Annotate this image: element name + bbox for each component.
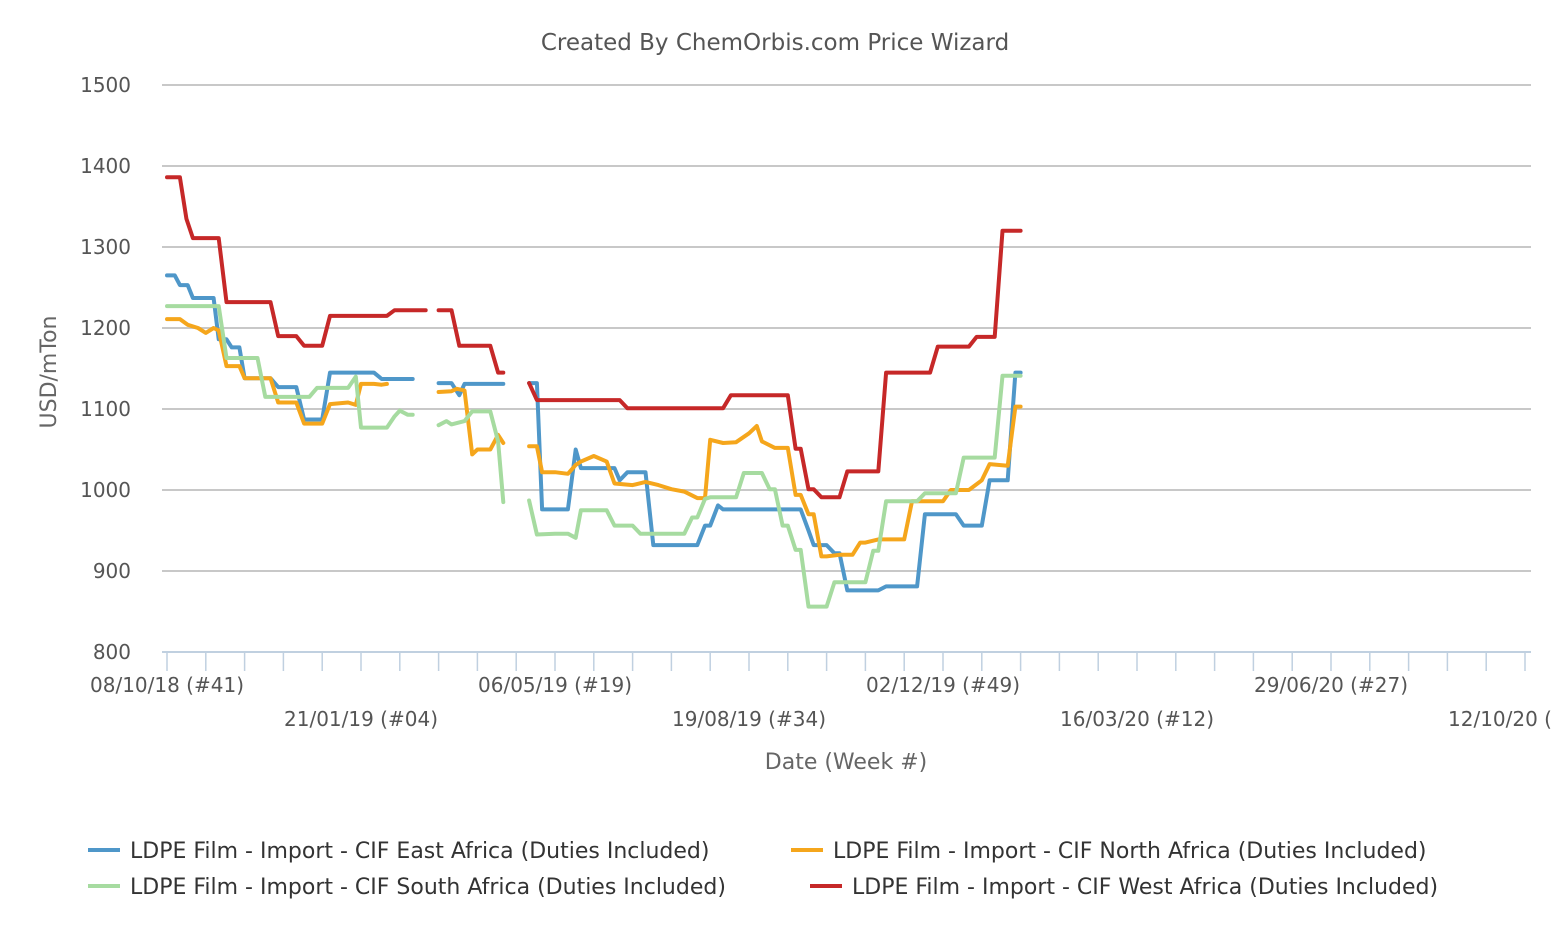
y-tick-label: 1400 [80,154,131,178]
series-line [527,373,1023,609]
legend-label: LDPE Film - Import - CIF West Africa (Du… [852,875,1438,900]
series-line [165,175,428,348]
series-lines [165,175,1023,609]
legend-label: LDPE Film - Import - CIF North Africa (D… [833,839,1427,864]
y-tick-label: 1500 [80,73,131,97]
y-tick-label: 1100 [80,397,131,421]
x-tick-label: 12/10/20 (#41) [1448,707,1552,731]
y-tick-label: 1200 [80,316,131,340]
y-tick-label: 1300 [80,235,131,259]
x-axis: 08/10/18 (#41) 21/01/19 (#04) 06/05/19 (#1… [90,652,1552,731]
legend-label: LDPE Film - Import - CIF South Africa (D… [130,875,726,900]
x-axis-title: Date (Week #) [765,750,927,775]
series-line [436,409,506,505]
y-tick-label: 1000 [80,478,131,502]
series-2 [165,317,1023,559]
series-line [165,304,415,430]
series-line [165,273,415,422]
x-tick-label: 21/01/19 (#04) [284,707,438,731]
x-tick-label: 06/05/19 (#19) [478,673,632,697]
y-tick-label: 900 [93,559,131,583]
legend-item[interactable]: LDPE Film - Import - CIF South Africa (D… [88,875,726,900]
x-tick-label: 16/03/20 (#12) [1060,707,1214,731]
series-4 [165,175,1023,500]
y-axis-title: USD/mTon [37,316,62,429]
legend-item[interactable]: LDPE Film - Import - CIF East Africa (Du… [88,839,709,864]
series-3 [165,304,1023,609]
x-tick-label: 29/06/20 (#27) [1254,673,1408,697]
legend: LDPE Film - Import - CIF East Africa (Du… [88,839,1438,900]
series-line [527,370,1023,593]
grid-lines [162,84,1531,653]
legend-item[interactable]: LDPE Film - Import - CIF North Africa (D… [791,839,1427,864]
series-1 [165,273,1023,593]
series-line [527,404,1023,559]
x-tick-label: 08/10/18 (#41) [90,673,244,697]
legend-item[interactable]: LDPE Film - Import - CIF West Africa (Du… [810,875,1438,900]
y-tick-label: 800 [93,640,131,664]
chart-title: Created By ChemOrbis.com Price Wizard [541,30,1009,56]
y-tick-labels: 800 900 1000 1100 1200 1300 1400 1500 [80,73,131,664]
series-line [527,228,1023,500]
x-tick-label: 02/12/19 (#49) [866,673,1020,697]
series-line [436,381,506,398]
x-tick-label: 19/08/19 (#34) [672,707,826,731]
legend-label: LDPE Film - Import - CIF East Africa (Du… [130,839,709,864]
series-line [436,386,506,457]
series-line [436,308,506,375]
